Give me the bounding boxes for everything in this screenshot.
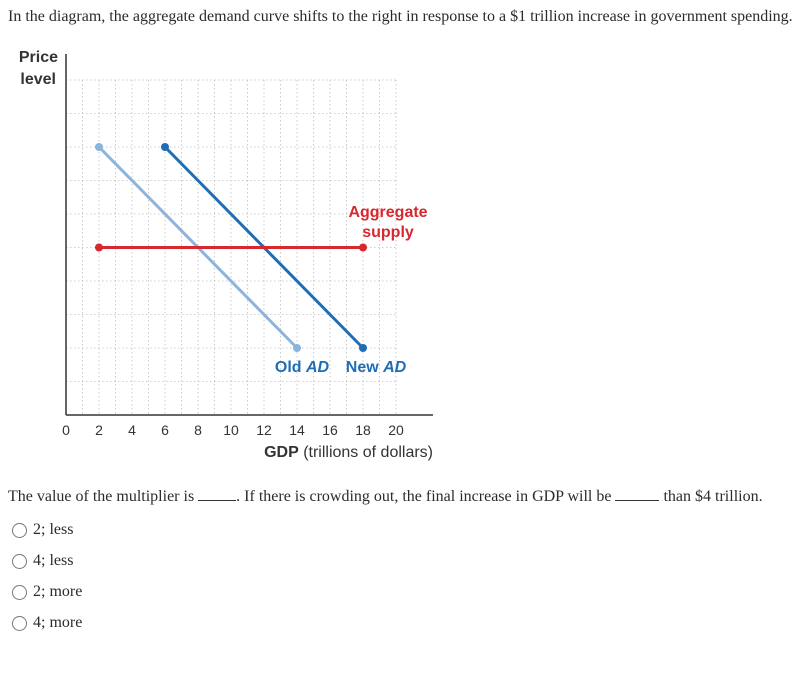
x-axis-label-rest: (trillions of dollars)	[303, 444, 433, 461]
x-axis-label: GDP (trillions of dollars)	[264, 444, 433, 461]
radio-button[interactable]	[12, 584, 27, 600]
fill-in-sentence: The value of the multiplier is . If ther…	[8, 488, 763, 506]
x-tick-label: 10	[223, 422, 239, 438]
old-ad-label: Old AD	[275, 359, 330, 376]
aggregate-supply-point	[359, 243, 367, 252]
x-tick-label: 16	[322, 422, 338, 438]
y-axis-label-line1: Price	[19, 49, 58, 66]
series-layer	[95, 143, 367, 352]
new-ad-point	[359, 344, 367, 352]
blank-gdp-comparison	[615, 488, 660, 501]
new-ad-label-prefix: New	[346, 359, 379, 376]
radio-button[interactable]	[12, 553, 27, 569]
radio-button[interactable]	[12, 615, 27, 631]
x-tick-label: 4	[128, 422, 136, 438]
new-ad-point	[161, 143, 169, 151]
x-axis-label-bold: GDP	[264, 444, 299, 461]
fill-in-part1: The value of the multiplier is	[8, 488, 195, 505]
option-2-more[interactable]: 2; more	[12, 582, 82, 602]
ad-as-chart: Price level 0 2 4 6 8 10 12 14 16 18 20 GDP (trill…	[19, 49, 433, 461]
as-label: Aggregate supply	[348, 204, 427, 241]
x-tick-label: 12	[256, 422, 272, 438]
option-2-less[interactable]: 2; less	[12, 520, 73, 540]
blank-multiplier	[198, 488, 237, 501]
option-label: 2; more	[33, 583, 83, 600]
option-4-less[interactable]: 4; less	[12, 551, 73, 571]
radio-button[interactable]	[12, 522, 27, 538]
old-ad-point	[293, 344, 301, 352]
old-ad-label-prefix: Old	[275, 359, 302, 376]
option-label: 2; less	[33, 521, 74, 538]
as-label-line1: Aggregate	[348, 204, 427, 221]
question-text: In the diagram, the aggregate demand cur…	[8, 8, 793, 25]
y-axis-label-line2: level	[20, 71, 56, 88]
new-ad-label: New AD	[346, 359, 407, 376]
x-tick-label: 0	[62, 422, 70, 438]
old-ad-point	[95, 143, 103, 151]
x-tick-label: 2	[95, 422, 103, 438]
as-label-line2: supply	[362, 224, 414, 241]
option-label: 4; more	[33, 614, 83, 631]
x-tick-label: 6	[161, 422, 169, 438]
x-tick-label: 18	[355, 422, 371, 438]
option-4-more[interactable]: 4; more	[12, 613, 82, 633]
new-ad-label-italic: AD	[382, 359, 407, 376]
x-tick-labels: 0 2 4 6 8 10 12 14 16 18 20	[62, 422, 404, 438]
fill-in-part2: . If there is crowding out, the final in…	[236, 488, 612, 505]
fill-in-part3: than $4 trillion.	[663, 488, 763, 505]
x-tick-label: 8	[194, 422, 202, 438]
aggregate-supply-point	[95, 243, 103, 252]
old-ad-label-italic: AD	[305, 359, 330, 376]
option-label: 4; less	[33, 552, 74, 569]
x-tick-label: 20	[388, 422, 404, 438]
x-tick-label: 14	[289, 422, 305, 438]
